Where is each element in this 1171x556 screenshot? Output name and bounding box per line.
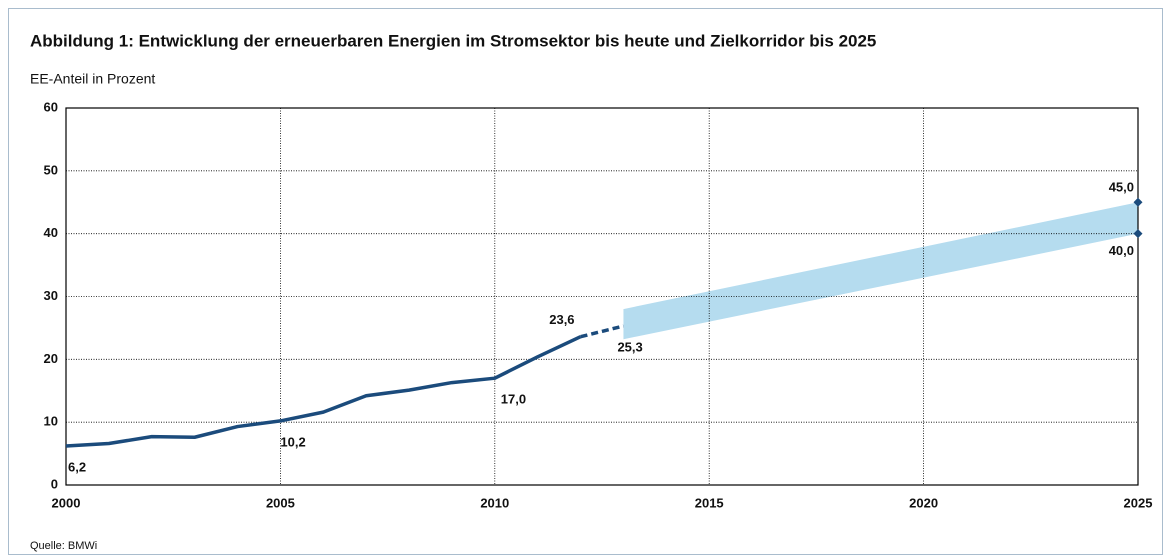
y-tick-label: 20 (44, 351, 58, 366)
x-tick-label: 2020 (909, 495, 938, 510)
source: Quelle: BMWi (30, 540, 97, 552)
data-label: 23,6 (549, 312, 574, 327)
marker (1133, 229, 1143, 239)
x-tick-label: 2010 (480, 495, 509, 510)
y-tick-label: 10 (44, 414, 58, 429)
target-corridor (623, 202, 1138, 340)
x-tick-label: 2015 (695, 495, 724, 510)
marker (1133, 197, 1143, 207)
data-label: 17,0 (501, 392, 526, 407)
y-axis-label: EE-Anteil in Prozent (30, 71, 155, 87)
x-tick-label: 2000 (52, 495, 81, 510)
line (65, 335, 582, 448)
plot-area (65, 107, 1139, 486)
line (580, 324, 624, 339)
frame (8, 8, 1163, 555)
y-tick-label: 40 (44, 225, 58, 240)
data-label: 40,0 (1109, 243, 1134, 258)
data-label: 45,0 (1109, 180, 1134, 195)
x-tick-label: 2005 (266, 495, 295, 510)
x-tick-label: 2025 (1124, 495, 1153, 510)
y-tick-label: 0 (51, 476, 58, 491)
chart-title: Abbildung 1: Entwicklung der erneuerbare… (30, 31, 876, 50)
y-tick-label: 30 (44, 288, 58, 303)
y-tick-label: 60 (44, 99, 58, 114)
y-tick-label: 50 (44, 162, 58, 177)
data-label: 10,2 (280, 434, 305, 449)
data-label: 25,3 (617, 339, 642, 354)
data-label: 6,2 (68, 459, 86, 474)
